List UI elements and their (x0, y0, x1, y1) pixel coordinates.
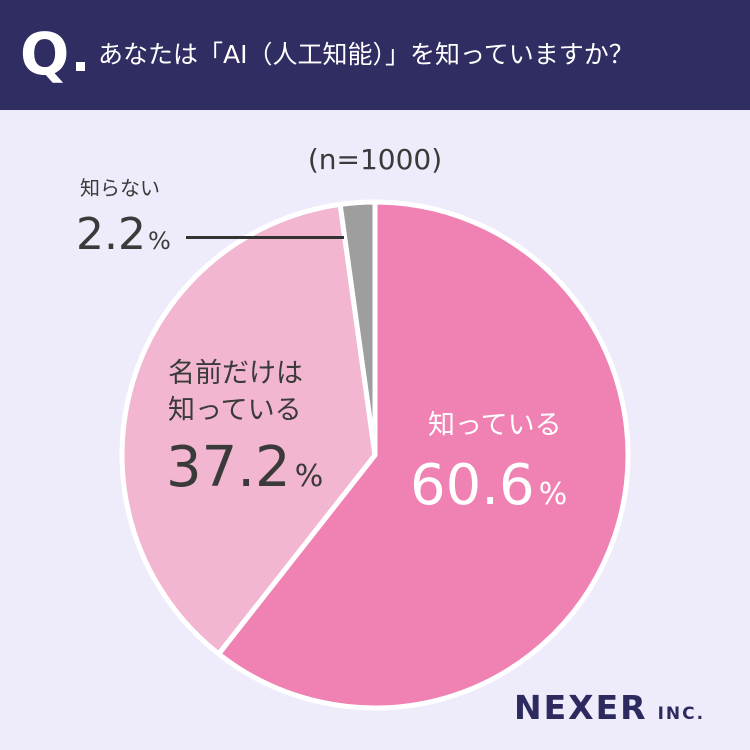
pie-slices (119, 199, 631, 711)
pie-slice-2 (119, 201, 378, 657)
q-dot-icon (76, 62, 85, 71)
label-knows-pct: 60.6% (410, 454, 567, 527)
question-header: Q あなたは「AI（人工知能）」を知っていますか？ (0, 0, 750, 110)
pie-slice-3 (337, 199, 378, 458)
label-unknown-pct: 2.2% (76, 210, 171, 266)
pie-slice-1 (216, 199, 631, 711)
question-text: あなたは「AI（人工知能）」を知っていますか？ (98, 40, 634, 69)
label-name-only-unit: % (294, 459, 324, 494)
label-knows-name: 知っている (428, 410, 562, 441)
label-name-only-line1: 名前だけは (168, 358, 303, 389)
label-unknown-unit: % (147, 227, 171, 255)
label-name-only-pct: 37.2% (166, 436, 323, 509)
label-knows-unit: % (538, 477, 568, 512)
brand-suffix: INC. (657, 704, 706, 724)
sample-size: (n=1000) (307, 143, 443, 176)
label-unknown-value: 2.2 (76, 209, 146, 260)
label-name-only-value: 37.2 (166, 435, 291, 500)
brand-name: NEXER (514, 688, 648, 727)
label-name-only-line2: 知っている (168, 395, 302, 426)
q-mark: Q (20, 20, 69, 88)
brand-logo: NEXER INC. (514, 688, 705, 727)
label-unknown-name: 知らない (80, 176, 160, 200)
label-knows-value: 60.6 (410, 453, 535, 518)
leader-line-unknown (186, 236, 344, 239)
